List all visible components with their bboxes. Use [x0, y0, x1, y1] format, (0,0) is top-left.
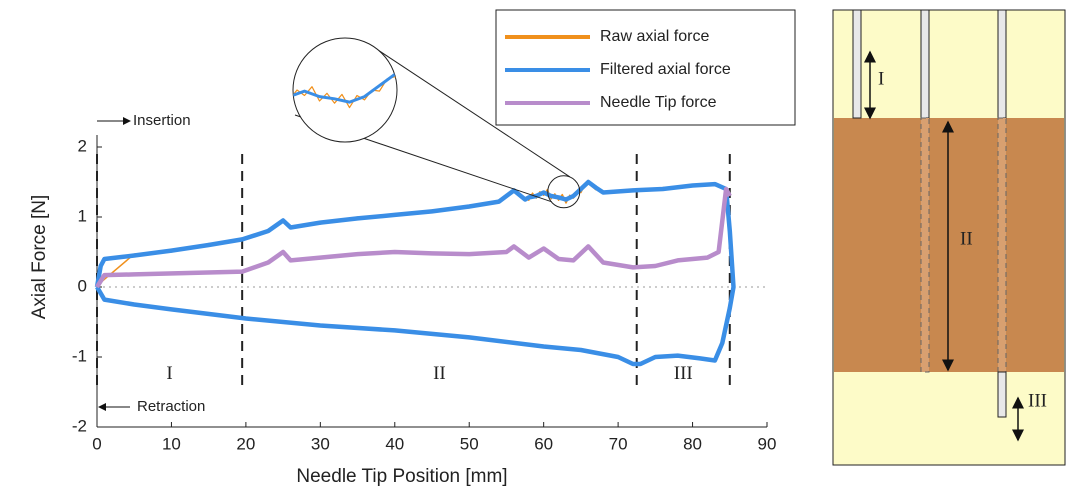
needle: [997, 371, 1007, 418]
needle-in-tissue: [920, 117, 930, 373]
series-line: [94, 179, 736, 367]
legend-label: Raw axial force: [600, 28, 709, 45]
y-tick-label: 0: [78, 276, 87, 295]
phase-label: II: [433, 363, 446, 384]
x-tick-label: 20: [236, 434, 255, 453]
y-tick-label: -2: [72, 416, 87, 435]
x-tick-label: 0: [92, 434, 101, 453]
series-line: [96, 181, 727, 287]
y-axis-label: Axial Force [N]: [29, 195, 50, 320]
zoom-inset: [293, 73, 397, 142]
needle: [997, 9, 1007, 119]
needle: [852, 9, 862, 119]
y-tick-label: 2: [78, 136, 87, 155]
legend-label: Filtered axial force: [600, 61, 731, 78]
x-tick-label: 30: [311, 434, 330, 453]
annotation: Insertion: [133, 112, 191, 129]
annotation: Retraction: [137, 398, 205, 415]
phase-label: III: [1028, 390, 1047, 411]
diagram: I II III: [832, 9, 1066, 466]
phase-label: I: [166, 363, 172, 384]
series-line: [95, 186, 732, 289]
phase-label: II: [960, 228, 973, 249]
x-axis-label: Needle Tip Position [mm]: [296, 466, 507, 487]
x-tick-label: 90: [758, 434, 777, 453]
needle-in-tissue: [997, 117, 1007, 373]
zoom-bg: [292, 37, 398, 143]
y-tick-label: 1: [78, 206, 87, 225]
plot: 0 10 20 30 40 50 60 70 80 90 -2 -1 0 1 2 Needle Tip Pos…: [29, 9, 796, 487]
phase-label: III: [674, 363, 693, 384]
x-tick-label: 10: [162, 434, 181, 453]
needle: [920, 9, 930, 119]
x-tick-label: 70: [609, 434, 628, 453]
legend-box: [495, 9, 796, 126]
y-tick-label: -1: [72, 346, 87, 365]
legend-label: Needle Tip force: [600, 94, 717, 111]
x-tick-label: 50: [460, 434, 479, 453]
zoom-source: [547, 175, 581, 209]
phase-label: I: [878, 68, 884, 89]
zoom-connector: [374, 47, 571, 178]
tissue-layer: [834, 118, 1064, 372]
x-tick-label: 60: [534, 434, 553, 453]
x-tick-label: 40: [385, 434, 404, 453]
x-tick-label: 80: [683, 434, 702, 453]
